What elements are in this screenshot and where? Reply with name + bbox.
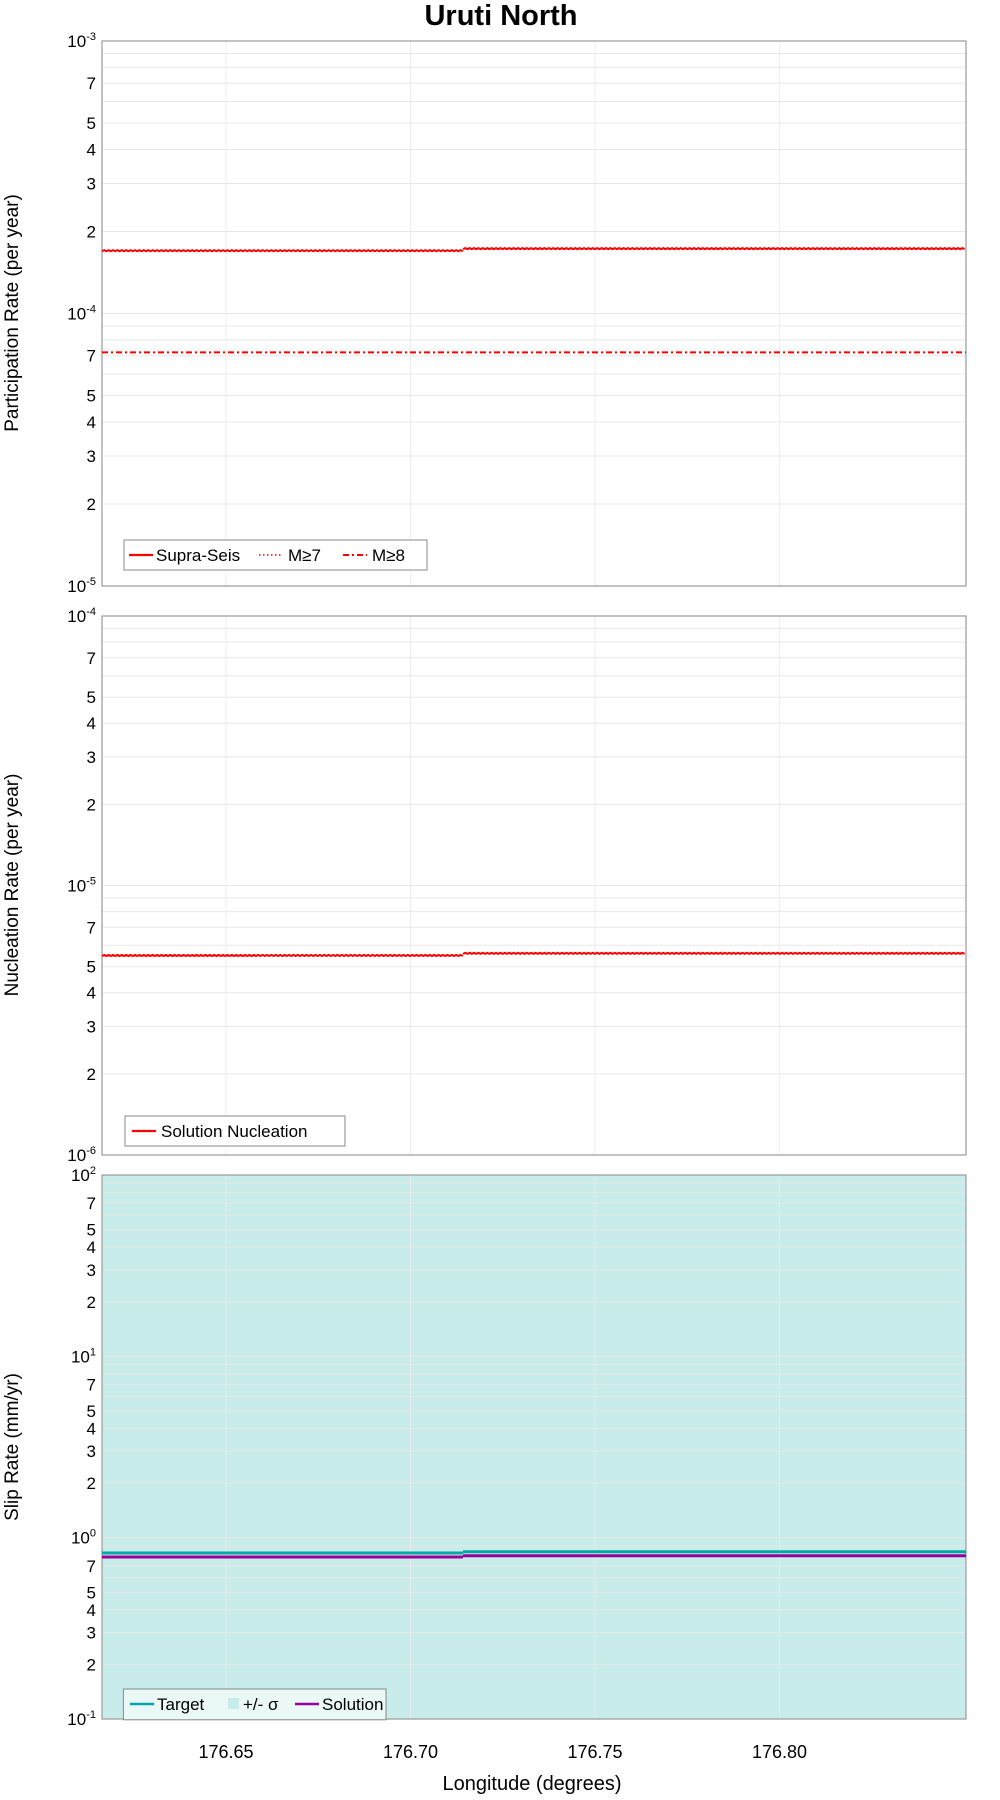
svg-text:Uruti North: Uruti North xyxy=(424,0,577,32)
svg-text:3: 3 xyxy=(87,1442,96,1461)
svg-text:+/- σ: +/- σ xyxy=(243,1695,279,1714)
svg-text:3: 3 xyxy=(87,1261,96,1280)
svg-text:7: 7 xyxy=(87,918,96,937)
svg-text:Participation Rate (per year): Participation Rate (per year) xyxy=(2,194,23,432)
svg-text:Supra-Seis: Supra-Seis xyxy=(156,546,240,565)
svg-text:10-1: 10-1 xyxy=(67,1709,96,1729)
svg-text:Solution: Solution xyxy=(322,1695,383,1714)
svg-text:3: 3 xyxy=(87,1623,96,1642)
svg-text:Nucleation Rate (per year): Nucleation Rate (per year) xyxy=(2,774,23,997)
svg-text:2: 2 xyxy=(87,1474,96,1493)
svg-text:102: 102 xyxy=(71,1165,96,1185)
svg-text:176.80: 176.80 xyxy=(752,1742,807,1762)
svg-text:10-5: 10-5 xyxy=(67,876,96,896)
svg-text:4: 4 xyxy=(87,984,96,1003)
svg-text:2: 2 xyxy=(87,1293,96,1312)
svg-text:4: 4 xyxy=(87,1419,96,1438)
svg-text:3: 3 xyxy=(87,1017,96,1036)
svg-text:7: 7 xyxy=(87,1375,96,1394)
svg-text:2: 2 xyxy=(87,495,96,514)
svg-text:Longitude (degrees): Longitude (degrees) xyxy=(442,1773,621,1795)
svg-text:Slip Rate (mm/yr): Slip Rate (mm/yr) xyxy=(2,1373,23,1521)
svg-text:Solution Nucleation: Solution Nucleation xyxy=(161,1122,307,1141)
svg-text:100: 100 xyxy=(71,1528,96,1548)
svg-text:5: 5 xyxy=(87,958,96,977)
svg-text:3: 3 xyxy=(87,748,96,767)
svg-text:4: 4 xyxy=(87,1238,96,1257)
svg-text:5: 5 xyxy=(87,1221,96,1240)
svg-text:M≥8: M≥8 xyxy=(372,546,405,565)
svg-text:5: 5 xyxy=(87,688,96,707)
svg-text:3: 3 xyxy=(87,447,96,466)
svg-text:10-4: 10-4 xyxy=(67,606,96,626)
svg-text:3: 3 xyxy=(87,174,96,193)
svg-text:4: 4 xyxy=(87,714,96,733)
svg-text:2: 2 xyxy=(87,1065,96,1084)
svg-text:7: 7 xyxy=(87,1194,96,1213)
svg-text:4: 4 xyxy=(87,1601,96,1620)
svg-text:7: 7 xyxy=(87,649,96,668)
svg-text:7: 7 xyxy=(87,74,96,93)
svg-text:2: 2 xyxy=(87,795,96,814)
svg-text:7: 7 xyxy=(87,347,96,366)
svg-text:5: 5 xyxy=(87,1402,96,1421)
svg-text:Target: Target xyxy=(157,1695,205,1714)
svg-text:101: 101 xyxy=(71,1346,96,1366)
svg-text:2: 2 xyxy=(87,1655,96,1674)
svg-text:10-6: 10-6 xyxy=(67,1145,96,1165)
svg-text:176.70: 176.70 xyxy=(383,1742,438,1762)
svg-text:4: 4 xyxy=(87,413,96,432)
svg-text:5: 5 xyxy=(87,1583,96,1602)
svg-text:7: 7 xyxy=(87,1557,96,1576)
svg-text:176.65: 176.65 xyxy=(198,1742,253,1762)
svg-text:10-3: 10-3 xyxy=(67,31,96,51)
svg-text:10-4: 10-4 xyxy=(67,304,96,324)
svg-text:2: 2 xyxy=(87,222,96,241)
svg-text:10-5: 10-5 xyxy=(67,576,96,596)
svg-text:4: 4 xyxy=(87,140,96,159)
svg-text:M≥7: M≥7 xyxy=(288,546,321,565)
svg-text:5: 5 xyxy=(87,387,96,406)
svg-text:176.75: 176.75 xyxy=(567,1742,622,1762)
svg-text:5: 5 xyxy=(87,114,96,133)
